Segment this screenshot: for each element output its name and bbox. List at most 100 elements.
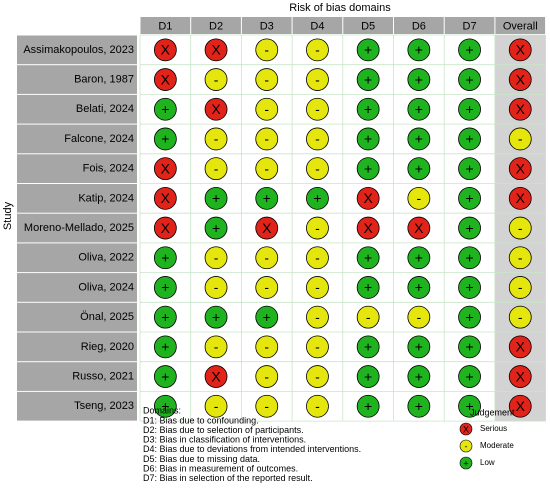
judgement-dot bbox=[306, 246, 329, 270]
study-label-bg bbox=[17, 302, 137, 332]
column-header: D4 bbox=[310, 20, 324, 32]
judgement-dot bbox=[153, 335, 177, 359]
judgement-dot bbox=[255, 394, 279, 418]
judgement-symbol: - bbox=[264, 368, 269, 384]
judgement-symbol: X bbox=[161, 160, 171, 176]
judgement-symbol: + bbox=[364, 160, 372, 176]
judgement-dot bbox=[407, 216, 431, 240]
judgement-symbol: + bbox=[364, 279, 372, 295]
judgement-dot bbox=[204, 394, 228, 418]
judgement-symbol: - bbox=[214, 398, 219, 414]
judgement-dot bbox=[458, 276, 481, 299]
legend-symbol: + bbox=[463, 458, 468, 468]
judgement-symbol: - bbox=[315, 249, 320, 265]
column-header: D3 bbox=[260, 20, 274, 32]
judgement-symbol: + bbox=[465, 101, 473, 117]
column-header-bg bbox=[343, 17, 393, 34]
column-header-bg bbox=[444, 17, 495, 34]
judgement-dot bbox=[255, 246, 279, 270]
legend-label: Moderate bbox=[480, 441, 514, 450]
judgement-dot bbox=[407, 127, 431, 151]
judgement-dot bbox=[356, 186, 380, 210]
judgement-symbol: + bbox=[465, 42, 473, 58]
judgement-dot bbox=[255, 335, 279, 359]
study-label: Russo, 2021 bbox=[72, 370, 134, 382]
column-header-bg bbox=[191, 17, 241, 34]
judgement-symbol: + bbox=[364, 71, 372, 87]
study-label-bg bbox=[17, 65, 137, 94]
judgement-symbol: - bbox=[315, 71, 320, 87]
judgement-symbol: + bbox=[465, 398, 473, 414]
judgement-dot bbox=[153, 246, 177, 270]
judgement-dot bbox=[153, 157, 177, 181]
judgement-symbol: + bbox=[161, 368, 169, 384]
judgement-dot bbox=[153, 97, 177, 121]
judgement-dot bbox=[204, 38, 228, 62]
judgement-symbol: + bbox=[364, 101, 372, 117]
judgement-symbol: - bbox=[264, 42, 269, 58]
judgement-dot bbox=[458, 305, 481, 329]
column-header-bg bbox=[394, 17, 444, 34]
judgement-dot bbox=[204, 246, 228, 270]
judgement-dot bbox=[204, 276, 228, 299]
study-label-bg bbox=[17, 362, 137, 391]
judgement-dot bbox=[204, 68, 228, 91]
judgement-dot bbox=[508, 157, 532, 181]
judgement-dot bbox=[306, 68, 329, 91]
judgement-dot bbox=[255, 38, 279, 62]
judgement-dot bbox=[458, 186, 481, 210]
judgement-dot bbox=[204, 157, 228, 181]
judgement-dot bbox=[508, 68, 532, 91]
judgement-symbol: + bbox=[263, 309, 271, 325]
judgement-symbol: - bbox=[315, 42, 320, 58]
judgement-symbol: X bbox=[161, 220, 171, 236]
judgement-symbol: + bbox=[415, 368, 423, 384]
domain-item: D4: Bias due to deviations from intended… bbox=[143, 444, 361, 454]
column-header-bg bbox=[241, 17, 292, 34]
legend-dot bbox=[459, 422, 473, 436]
study-label-bg bbox=[17, 184, 137, 213]
judgement-dot bbox=[255, 365, 279, 388]
judgement-symbol: X bbox=[516, 339, 526, 355]
judgement-symbol: + bbox=[263, 190, 271, 206]
judgement-symbol: - bbox=[315, 131, 320, 147]
judgement-symbol: + bbox=[465, 71, 473, 87]
judgement-dot bbox=[458, 127, 481, 151]
judgement-dot bbox=[508, 97, 532, 121]
judgement-dot bbox=[356, 276, 380, 299]
judgement-dot bbox=[508, 365, 532, 388]
title: Risk of bias domains bbox=[289, 2, 391, 14]
judgement-dot bbox=[407, 305, 431, 329]
judgement-dot bbox=[255, 68, 279, 91]
judgement-symbol: - bbox=[366, 309, 371, 325]
domain-item: D6: Bias in measurement of outcomes. bbox=[143, 463, 298, 473]
judgement-dot bbox=[407, 365, 431, 388]
judgement-dot bbox=[204, 186, 228, 210]
judgement-symbol: + bbox=[364, 249, 372, 265]
judgement-dot bbox=[255, 216, 279, 240]
judgement-symbol: - bbox=[264, 71, 269, 87]
judgement-dot bbox=[255, 186, 279, 210]
judgement-symbol: + bbox=[212, 190, 220, 206]
judgement-dot bbox=[153, 216, 177, 240]
legend-dot bbox=[459, 439, 473, 453]
judgement-dot bbox=[356, 97, 380, 121]
study-label: Assimakopoulos, 2023 bbox=[23, 44, 134, 56]
judgement-dot bbox=[306, 157, 329, 181]
column-header: Overall bbox=[503, 20, 538, 32]
judgement-symbol: X bbox=[516, 398, 526, 414]
judgement-dot bbox=[204, 97, 228, 121]
judgement-symbol: + bbox=[364, 339, 372, 355]
column-header: D7 bbox=[463, 20, 477, 32]
judgement-dot bbox=[356, 68, 380, 91]
judgement-symbol: + bbox=[313, 190, 321, 206]
judgement-symbol: + bbox=[415, 42, 423, 58]
study-label: Fois, 2024 bbox=[83, 163, 134, 175]
domains-heading: Domains: bbox=[143, 405, 181, 415]
judgement-dot bbox=[458, 157, 481, 181]
judgement-symbol: - bbox=[315, 160, 320, 176]
judgement-symbol: X bbox=[516, 42, 526, 58]
judgement-symbol: + bbox=[415, 71, 423, 87]
judgement-symbol: + bbox=[465, 190, 473, 206]
